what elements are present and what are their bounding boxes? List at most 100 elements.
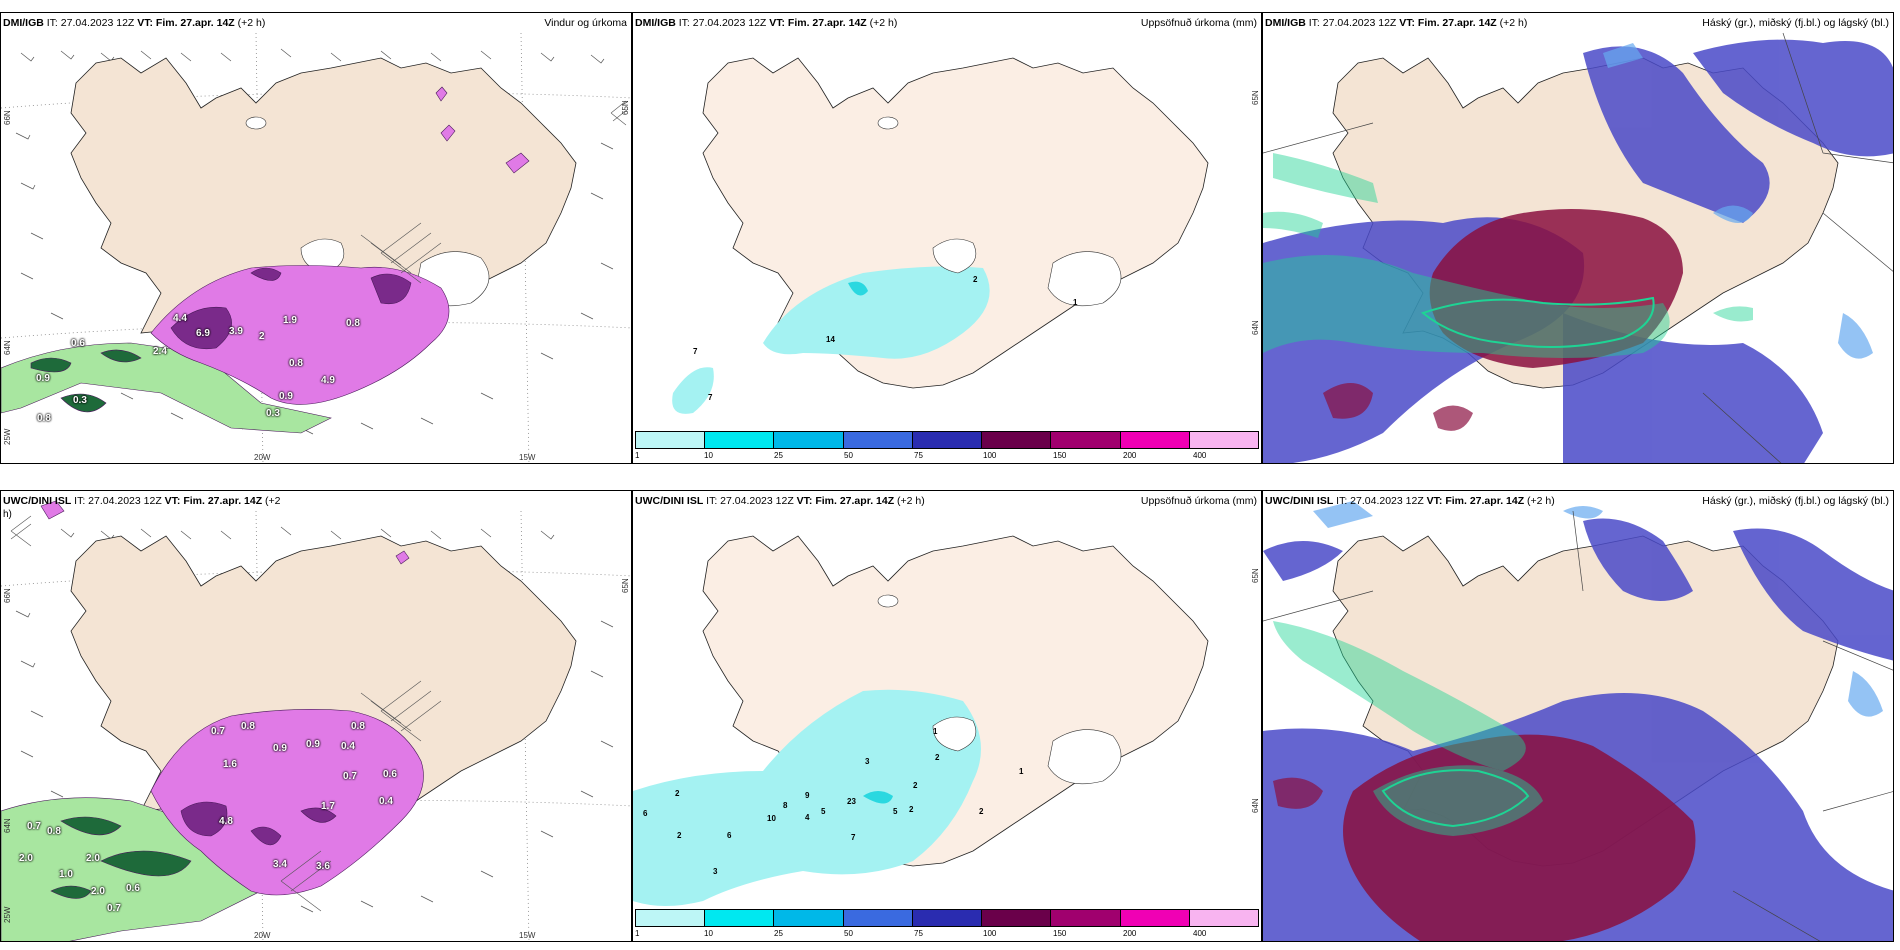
init-time: IT: 27.04.2023 12Z xyxy=(46,17,135,29)
lat-label: 65N xyxy=(1251,90,1260,105)
precip-value: 0.9 xyxy=(36,373,50,384)
accum-value: 10 xyxy=(767,814,776,823)
panel-title: Háský (gr.), miðský (fj.bl.) og lágský (… xyxy=(1702,495,1889,507)
lat-label: 65N xyxy=(621,100,630,115)
lon-label: 15W xyxy=(519,931,536,940)
precip-value: 1.6 xyxy=(223,759,237,770)
precip-value: 4.4 xyxy=(173,313,187,324)
init-time: IT: 27.04.2023 12Z xyxy=(74,495,162,507)
lead-time: (+2 h) xyxy=(869,17,898,29)
panel-uwc-cloud: UWC/DINI ISL IT: 27.04.2023 12Z VT: Fim.… xyxy=(1262,490,1894,942)
lat-label: 65N xyxy=(621,578,630,593)
accum-value: 9 xyxy=(805,791,810,800)
precip-value: 0.8 xyxy=(241,721,255,732)
precip-value: 0.8 xyxy=(289,358,303,369)
lon-label: 15W xyxy=(519,453,536,462)
valid-time: VT: Fim. 27.apr. 14Z xyxy=(164,495,263,507)
precip-value: 2.4 xyxy=(153,346,167,357)
accum-value: 2 xyxy=(913,781,918,790)
valid-time: VT: Fim. 27.apr. 14Z xyxy=(769,17,867,29)
colorbar-swatch xyxy=(705,432,775,448)
high-cloud-outline xyxy=(1381,769,1530,828)
map-dmi-wind xyxy=(1,32,631,463)
precip-value: 0.6 xyxy=(71,338,85,349)
model-name: UWC/DINI ISL xyxy=(3,495,72,507)
precip-value: 0.7 xyxy=(27,821,41,832)
colorbar-tick: 75 xyxy=(914,451,923,460)
colorbar-tick: 25 xyxy=(774,451,783,460)
accum-precip xyxy=(672,266,990,414)
model-name: DMI/IGB xyxy=(3,17,44,29)
colorbar-tick: 100 xyxy=(983,451,997,460)
valid-time: VT: Fim. 27.apr. 14Z xyxy=(137,17,235,29)
precip-value: 2.0 xyxy=(19,853,33,864)
colorbar-tick: 150 xyxy=(1053,929,1067,938)
lat-label: 64N xyxy=(1251,320,1260,335)
precip-value: 0.7 xyxy=(211,726,225,737)
accum-value: 14 xyxy=(826,335,835,344)
map-dmi-cloud xyxy=(1263,32,1893,463)
panel-header: DMI/IGB IT: 27.04.2023 12Z VT: Fim. 27.a… xyxy=(635,16,1257,30)
lead-time: (+2 xyxy=(265,495,281,507)
mid-cloud-west xyxy=(1323,383,1473,431)
map-uwc-wind xyxy=(1,500,631,941)
precip-value: 0.6 xyxy=(126,883,140,894)
colorbar-tick: 75 xyxy=(914,929,923,938)
precip-value: 3.4 xyxy=(273,859,287,870)
colorbar-swatch xyxy=(1120,432,1190,448)
accum-value: 2 xyxy=(935,753,940,762)
glaciers xyxy=(877,594,1122,785)
colorbar-swatch xyxy=(843,910,913,926)
precip-value: 2.0 xyxy=(86,853,100,864)
precip-value: 0.3 xyxy=(73,395,87,406)
colorbar-swatch xyxy=(705,910,775,926)
precip-value: 0.9 xyxy=(273,743,287,754)
panel-header: DMI/IGB IT: 27.04.2023 12Z VT: Fim. 27.a… xyxy=(3,16,627,30)
colorbar-swatch xyxy=(774,910,844,926)
panel-dmi-cloud: DMI/IGB IT: 27.04.2023 12Z VT: Fim. 27.a… xyxy=(1262,12,1894,464)
panel-title: Vindur og úrkoma xyxy=(544,17,627,29)
lead-time-wrap: h) xyxy=(3,509,12,520)
accum-value: 7 xyxy=(708,393,713,402)
accum-value: 23 xyxy=(847,797,856,806)
accum-value: 3 xyxy=(713,867,718,876)
colorbar-swatch xyxy=(1189,432,1258,448)
colorbar-tick: 150 xyxy=(1053,451,1067,460)
model-name: DMI/IGB xyxy=(635,17,676,29)
lon-label: 25W xyxy=(3,906,12,923)
valid-time: VT: Fim. 27.apr. 14Z xyxy=(1399,17,1497,29)
init-time: IT: 27.04.2023 12Z xyxy=(678,17,767,29)
high-cloud xyxy=(1273,621,1543,836)
precip-value: 0.3 xyxy=(266,408,280,419)
panel-title: Uppsöfnuð úrkoma (mm) xyxy=(1140,495,1257,507)
model-name: DMI/IGB xyxy=(1265,17,1306,29)
colorbar-tick: 50 xyxy=(844,929,853,938)
colorbar-tick: 100 xyxy=(983,929,997,938)
init-time: IT: 27.04.2023 12Z xyxy=(1336,495,1424,507)
accum-value: 8 xyxy=(783,801,788,810)
accum-value: 2 xyxy=(677,831,682,840)
colorbar-swatch xyxy=(982,432,1052,448)
colorbar-tick: 200 xyxy=(1123,451,1137,460)
lat-label: 66N xyxy=(3,110,12,125)
high-cloud-outline xyxy=(1420,296,1655,348)
lat-label: 64N xyxy=(3,818,12,833)
panel-title: Háský (gr.), miðský (fj.bl.) og lágský (… xyxy=(1702,17,1889,29)
precip-value: 0.8 xyxy=(346,318,360,329)
colorbar-tick: 10 xyxy=(704,451,713,460)
colorbar-ticks: 1 10 25 50 75 100 150 200 400 xyxy=(635,929,1259,939)
borders xyxy=(1263,510,1893,941)
colorbar-swatch xyxy=(636,432,706,448)
colorbar-tick: 200 xyxy=(1123,929,1137,938)
lat-label: 66N xyxy=(3,588,12,603)
panel-title: Uppsöfnuð úrkoma (mm) xyxy=(1140,17,1257,29)
lat-label: 64N xyxy=(1251,798,1260,813)
accum-value: 2 xyxy=(973,275,978,284)
panel-dmi-accum: DMI/IGB IT: 27.04.2023 12Z VT: Fim. 27.a… xyxy=(632,12,1262,464)
precip-value: 4.8 xyxy=(219,816,233,827)
colorbar-tick: 1 xyxy=(635,451,640,460)
accum-value: 7 xyxy=(693,347,698,356)
accum-value: 6 xyxy=(727,831,732,840)
colorbar-swatch xyxy=(912,910,983,926)
precip-area xyxy=(1,86,530,434)
